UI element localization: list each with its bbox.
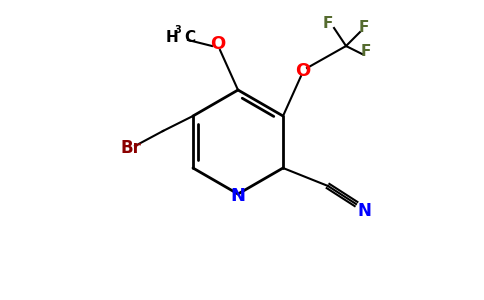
Text: N: N [230,187,245,205]
Text: H: H [166,31,179,46]
Text: O: O [211,35,226,53]
Text: F: F [359,20,369,35]
Text: O: O [295,62,311,80]
Text: Br: Br [121,139,141,157]
Text: F: F [323,16,333,32]
Text: F: F [361,44,371,59]
Text: 3: 3 [175,25,182,35]
Text: N: N [357,202,371,220]
Text: C: C [184,31,196,46]
